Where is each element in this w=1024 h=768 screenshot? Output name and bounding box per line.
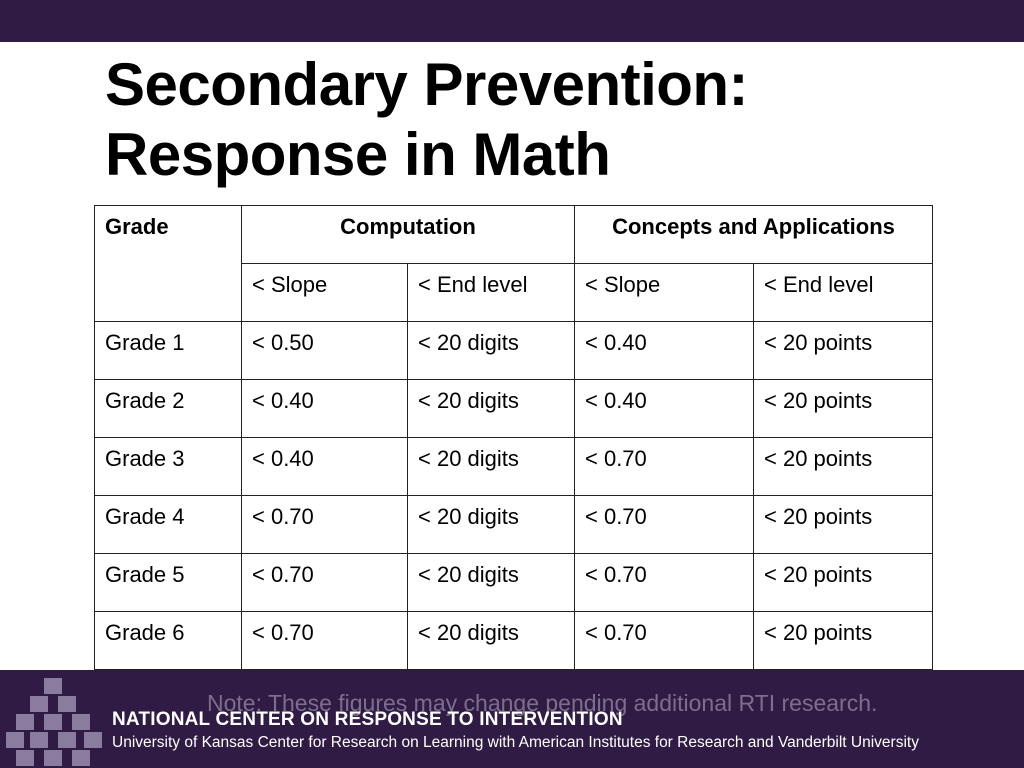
slide-title: Secondary Prevention: Response in Math — [105, 50, 749, 190]
concepts-slope-cell: < 0.40 — [574, 379, 754, 438]
stacked-cubes-logo-icon — [6, 678, 102, 766]
concepts-end-level-cell: < 20 points — [753, 321, 933, 380]
table-row: Grade 5 < 0.70 < 20 digits < 0.70 < 20 p… — [94, 553, 933, 612]
table-row: Grade 2 < 0.40 < 20 digits < 0.40 < 20 p… — [94, 379, 933, 438]
org-name: NATIONAL CENTER ON RESPONSE TO INTERVENT… — [112, 709, 623, 730]
computation-slope-cell: < 0.70 — [241, 553, 408, 612]
table-row: Grade 6 < 0.70 < 20 digits < 0.70 < 20 p… — [94, 611, 933, 670]
concepts-slope-cell: < 0.70 — [574, 495, 754, 554]
grade-cell: Grade 6 — [94, 611, 242, 670]
table-row: Grade 4 < 0.70 < 20 digits < 0.70 < 20 p… — [94, 495, 933, 554]
slide-title-line-2: Response in Math — [105, 121, 611, 188]
concepts-slope-cell: < 0.70 — [574, 611, 754, 670]
footnote: Note: These figures may change pending a… — [207, 690, 878, 716]
computation-slope-cell: < 0.70 — [241, 611, 408, 670]
table-header-row: Grade Computation Concepts and Applicati… — [94, 205, 933, 322]
computation-end-level-cell: < 20 digits — [407, 553, 575, 612]
computation-slope-cell: < 0.70 — [241, 495, 408, 554]
computation-end-level-cell: < 20 digits — [407, 495, 575, 554]
concepts-end-level-cell: < 20 points — [753, 611, 933, 670]
computation-end-level-cell: < 20 digits — [407, 437, 575, 496]
concepts-slope-cell: < 0.40 — [574, 321, 754, 380]
grade-header: Grade — [94, 205, 242, 322]
concepts-header: Concepts and Applications — [574, 205, 933, 264]
computation-end-level-cell: < 20 digits — [407, 379, 575, 438]
computation-slope-cell: < 0.50 — [241, 321, 408, 380]
org-subtitle: University of Kansas Center for Research… — [112, 734, 919, 751]
concepts-slope-header: < Slope — [574, 263, 754, 322]
computation-slope-header: < Slope — [241, 263, 408, 322]
concepts-slope-cell: < 0.70 — [574, 553, 754, 612]
table-row: Grade 1 < 0.50 < 20 digits < 0.40 < 20 p… — [94, 321, 933, 380]
grade-cell: Grade 1 — [94, 321, 242, 380]
computation-end-level-cell: < 20 digits — [407, 321, 575, 380]
grade-cell: Grade 2 — [94, 379, 242, 438]
concepts-slope-cell: < 0.70 — [574, 437, 754, 496]
table-row: Grade 3 < 0.40 < 20 digits < 0.70 < 20 p… — [94, 437, 933, 496]
top-bar — [0, 0, 1024, 42]
computation-header: Computation — [241, 205, 575, 264]
footer-band — [0, 670, 1024, 768]
concepts-end-level-header: < End level — [753, 263, 933, 322]
concepts-end-level-cell: < 20 points — [753, 495, 933, 554]
concepts-end-level-cell: < 20 points — [753, 437, 933, 496]
grade-cell: Grade 4 — [94, 495, 242, 554]
slide-title-line-1: Secondary Prevention: — [105, 51, 749, 118]
concepts-end-level-cell: < 20 points — [753, 553, 933, 612]
computation-slope-cell: < 0.40 — [241, 379, 408, 438]
grade-cell: Grade 5 — [94, 553, 242, 612]
computation-end-level-header: < End level — [407, 263, 575, 322]
computation-slope-cell: < 0.40 — [241, 437, 408, 496]
computation-end-level-cell: < 20 digits — [407, 611, 575, 670]
concepts-end-level-cell: < 20 points — [753, 379, 933, 438]
response-criteria-table: Grade Computation Concepts and Applicati… — [94, 205, 933, 670]
grade-cell: Grade 3 — [94, 437, 242, 496]
